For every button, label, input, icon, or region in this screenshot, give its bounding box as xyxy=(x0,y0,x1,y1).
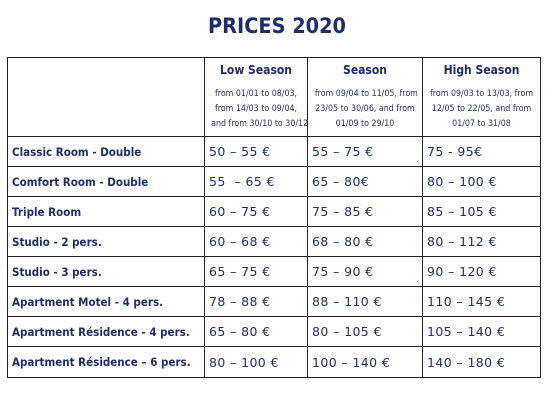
high-season-price: 90 – 120 € xyxy=(422,256,541,287)
season-date-line: and from 30/10 to 30/12 xyxy=(211,119,308,129)
season-date-line: 01/07 to 31/08 xyxy=(452,119,511,129)
season-date-line: 12/05 to 22/05, and from xyxy=(431,104,532,114)
table-row: Classic Room - Double 50 – 55 € 55 – 75 … xyxy=(7,136,541,167)
high-season-price: 110 – 145 € xyxy=(422,286,541,317)
table-row: Apartment Résidence – 6 pers. 80 – 100 €… xyxy=(7,346,541,378)
low-season-price: 60 – 75 € xyxy=(204,196,308,227)
table-row: Triple Room 60 – 75 € 75 – 85 € 85 – 105… xyxy=(7,196,541,227)
season-price: 75 – 90 € xyxy=(307,256,423,287)
high-season-price: 80 – 112 € xyxy=(422,226,541,257)
room-type-cell: Comfort Room - Double xyxy=(7,166,205,197)
table-row: Apartment Motel - 4 pers. 78 – 88 € 88 –… xyxy=(7,286,541,317)
season-name: Season xyxy=(343,63,387,77)
season-date-line: 01/09 to 29/10 xyxy=(335,119,395,129)
season-price: 88 – 110 € xyxy=(307,286,423,317)
table-row: Studio - 3 pers. 65 – 75 € 75 – 90 € 90 … xyxy=(7,256,541,287)
header-low-season: Low Season from 01/01 to 08/03, from 14/… xyxy=(204,57,308,137)
season-price: 75 – 85 € xyxy=(307,196,423,227)
season-date-line: from 01/01 to 08/03, xyxy=(214,89,298,99)
season-price: 80 – 105 € xyxy=(307,316,423,347)
room-type-cell: Triple Room xyxy=(7,196,205,227)
low-season-price: 65 – 80 € xyxy=(204,316,308,347)
prices-table: Low Season from 01/01 to 08/03, from 14/… xyxy=(7,57,541,378)
season-date-line: 23/05 to 30/06, and from xyxy=(315,104,415,114)
season-date-line: from 14/03 to 09/04, xyxy=(214,104,298,114)
room-type-cell: Apartment Résidence – 6 pers. xyxy=(7,346,205,378)
header-empty-cell xyxy=(7,57,205,137)
season-name: High Season xyxy=(443,63,520,77)
high-season-price: 80 – 100 € xyxy=(422,166,541,197)
season-price: 55 – 75 € xyxy=(307,136,423,167)
room-type-cell: Apartment Résidence - 4 pers. xyxy=(7,316,205,347)
page-title: PRICES 2020 xyxy=(207,14,346,38)
season-dates: from 01/01 to 08/03, from 14/03 to 09/04… xyxy=(211,87,308,132)
low-season-price: 80 – 100 € xyxy=(204,346,308,378)
season-name: Low Season xyxy=(220,63,292,77)
table-row: Comfort Room - Double 55 – 65 € 65 – 80€… xyxy=(7,166,541,197)
high-season-price: 85 – 105 € xyxy=(422,196,541,227)
season-date-line: from 09/04 to 11/05, from xyxy=(314,89,418,99)
season-price: 68 – 80 € xyxy=(307,226,423,257)
room-type-cell: Apartment Motel - 4 pers. xyxy=(7,286,205,317)
low-season-price: 60 – 68 € xyxy=(204,226,308,257)
room-type-cell: Classic Room - Double xyxy=(7,136,205,167)
season-price: 100 – 140 € xyxy=(307,346,423,378)
low-season-price: 78 – 88 € xyxy=(204,286,308,317)
table-row: Apartment Résidence - 4 pers. 65 – 80 € … xyxy=(7,316,541,347)
low-season-price: 50 – 55 € xyxy=(204,136,308,167)
room-type-cell: Studio - 3 pers. xyxy=(7,256,205,287)
season-date-line: from 09/03 to 13/03, from xyxy=(430,89,534,99)
table-header-row: Low Season from 01/01 to 08/03, from 14/… xyxy=(7,57,541,137)
season-price: 65 – 80€ xyxy=(307,166,423,197)
season-dates: from 09/03 to 13/03, from 12/05 to 22/05… xyxy=(430,87,533,132)
header-high-season: High Season from 09/03 to 13/03, from 12… xyxy=(422,57,541,137)
high-season-price: 105 – 140 € xyxy=(422,316,541,347)
header-season: Season from 09/04 to 11/05, from 23/05 t… xyxy=(307,57,423,137)
season-dates: from 09/04 to 11/05, from 23/05 to 30/06… xyxy=(314,87,418,132)
high-season-price: 140 – 180 € xyxy=(422,346,541,378)
room-type-cell: Studio - 2 pers. xyxy=(7,226,205,257)
table-row: Studio - 2 pers. 60 – 68 € 68 – 80 € 80 … xyxy=(7,226,541,257)
low-season-price: 55 – 65 € xyxy=(204,166,308,197)
high-season-price: 75 - 95€ xyxy=(422,136,541,167)
low-season-price: 65 – 75 € xyxy=(204,256,308,287)
